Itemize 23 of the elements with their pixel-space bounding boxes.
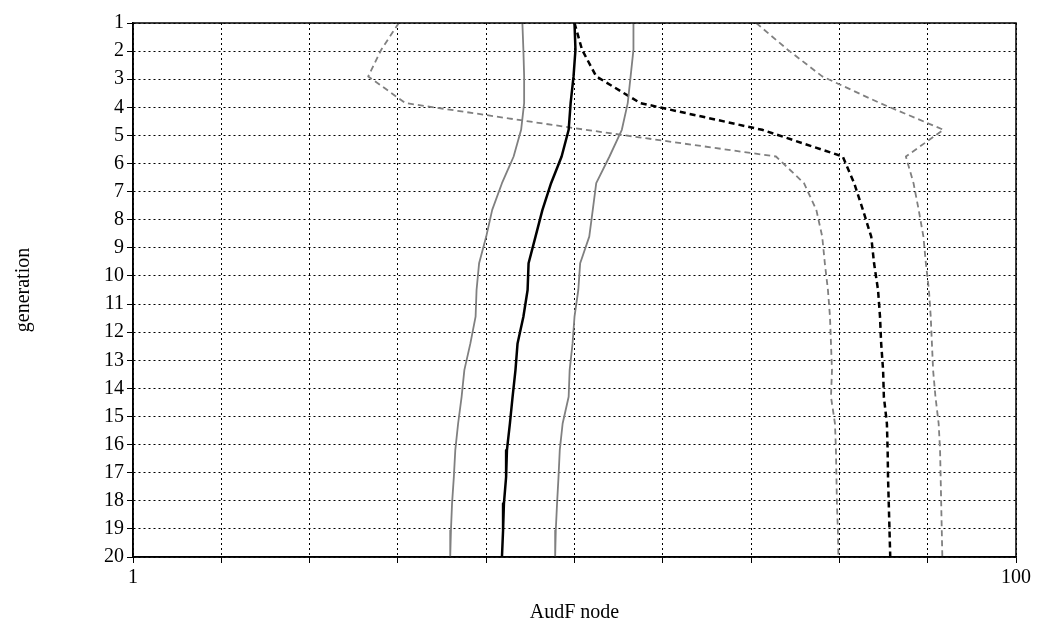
y-tick-label: 7 [114,178,124,201]
y-tick-label: 8 [114,206,124,229]
x-axis-title: AudF node [529,600,620,623]
y-tick-label: 17 [104,459,124,482]
y-tick-label: 9 [114,235,124,258]
y-tick-label: 20 [104,544,124,567]
y-tick-label: 10 [104,263,124,286]
y-tick-label: 5 [114,122,124,145]
y-tick-label: 2 [114,38,124,61]
y-tick-label: 12 [104,319,124,342]
y-axis-title: generation [11,247,35,333]
y-tick-label: 3 [114,66,124,89]
x-tick-label: 100 [1001,565,1031,588]
y-tick-label: 4 [114,94,124,117]
y-tick-label: 11 [104,291,124,314]
y-tick-label: 18 [104,488,124,511]
y-tick-label: 15 [104,403,124,426]
y-tick-label: 6 [114,150,124,173]
y-tick-label: 16 [104,431,124,454]
y-tick-label: 13 [104,347,124,370]
y-tick-label: 19 [104,516,124,539]
y-tick-label: 14 [104,375,124,398]
y-tick-label: 1 [114,10,124,33]
